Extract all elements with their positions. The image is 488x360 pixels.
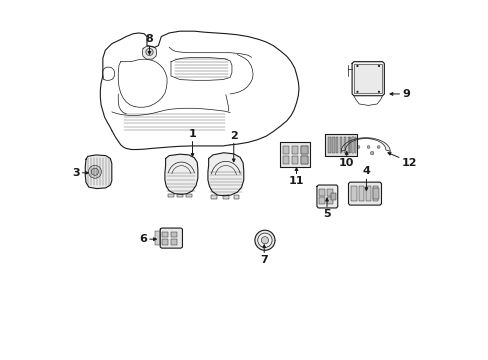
- Bar: [177, 194, 183, 197]
- Polygon shape: [341, 138, 389, 151]
- Bar: [353, 64, 382, 93]
- Text: 5: 5: [323, 210, 330, 219]
- Bar: [347, 137, 349, 153]
- Circle shape: [356, 65, 358, 67]
- Bar: [319, 189, 324, 196]
- Bar: [168, 194, 174, 197]
- Polygon shape: [279, 142, 309, 167]
- Bar: [211, 195, 217, 199]
- Polygon shape: [85, 155, 112, 189]
- Circle shape: [145, 48, 153, 55]
- Bar: [326, 197, 332, 204]
- Bar: [358, 186, 363, 201]
- Circle shape: [91, 168, 99, 175]
- Circle shape: [257, 233, 271, 247]
- Text: 6: 6: [139, 234, 147, 244]
- Polygon shape: [160, 228, 182, 248]
- Circle shape: [366, 145, 369, 148]
- Bar: [162, 239, 168, 244]
- Bar: [365, 186, 370, 201]
- Circle shape: [356, 91, 358, 93]
- Bar: [351, 137, 353, 153]
- Polygon shape: [207, 153, 244, 196]
- Bar: [372, 188, 379, 199]
- Bar: [349, 137, 351, 153]
- Polygon shape: [325, 134, 357, 156]
- Bar: [301, 146, 307, 154]
- Bar: [319, 197, 324, 204]
- Polygon shape: [351, 62, 384, 96]
- Text: 10: 10: [338, 158, 354, 168]
- Bar: [282, 156, 288, 164]
- Bar: [162, 231, 168, 237]
- Bar: [301, 156, 307, 164]
- Bar: [155, 231, 159, 245]
- Bar: [331, 137, 334, 153]
- Polygon shape: [142, 46, 156, 59]
- Circle shape: [377, 65, 379, 67]
- Bar: [291, 146, 298, 154]
- Bar: [170, 239, 177, 244]
- Text: 1: 1: [188, 129, 196, 139]
- Bar: [339, 137, 342, 153]
- Bar: [327, 137, 330, 153]
- Circle shape: [376, 145, 379, 148]
- Text: 3: 3: [72, 168, 80, 178]
- Bar: [330, 193, 336, 200]
- Text: 7: 7: [260, 255, 267, 265]
- Bar: [170, 231, 177, 237]
- Polygon shape: [348, 182, 381, 205]
- Bar: [335, 137, 338, 153]
- Bar: [301, 156, 307, 164]
- Bar: [354, 137, 356, 153]
- Bar: [343, 137, 346, 153]
- Text: 11: 11: [288, 176, 304, 186]
- Text: 2: 2: [229, 131, 237, 140]
- Bar: [291, 156, 298, 164]
- Bar: [185, 194, 191, 197]
- Polygon shape: [316, 185, 337, 208]
- Bar: [351, 137, 353, 153]
- Bar: [326, 189, 332, 196]
- Circle shape: [254, 230, 274, 250]
- Text: 12: 12: [401, 158, 416, 168]
- Circle shape: [261, 237, 268, 244]
- Polygon shape: [164, 154, 198, 194]
- Circle shape: [356, 145, 359, 148]
- Bar: [233, 195, 239, 199]
- Bar: [301, 146, 307, 154]
- Bar: [223, 195, 228, 199]
- Text: 9: 9: [402, 89, 409, 99]
- Bar: [351, 186, 356, 201]
- Circle shape: [88, 165, 101, 178]
- Bar: [372, 186, 378, 201]
- Bar: [282, 146, 288, 154]
- Circle shape: [369, 151, 373, 155]
- Text: 4: 4: [362, 166, 369, 176]
- Circle shape: [377, 91, 379, 93]
- Text: 8: 8: [145, 34, 153, 44]
